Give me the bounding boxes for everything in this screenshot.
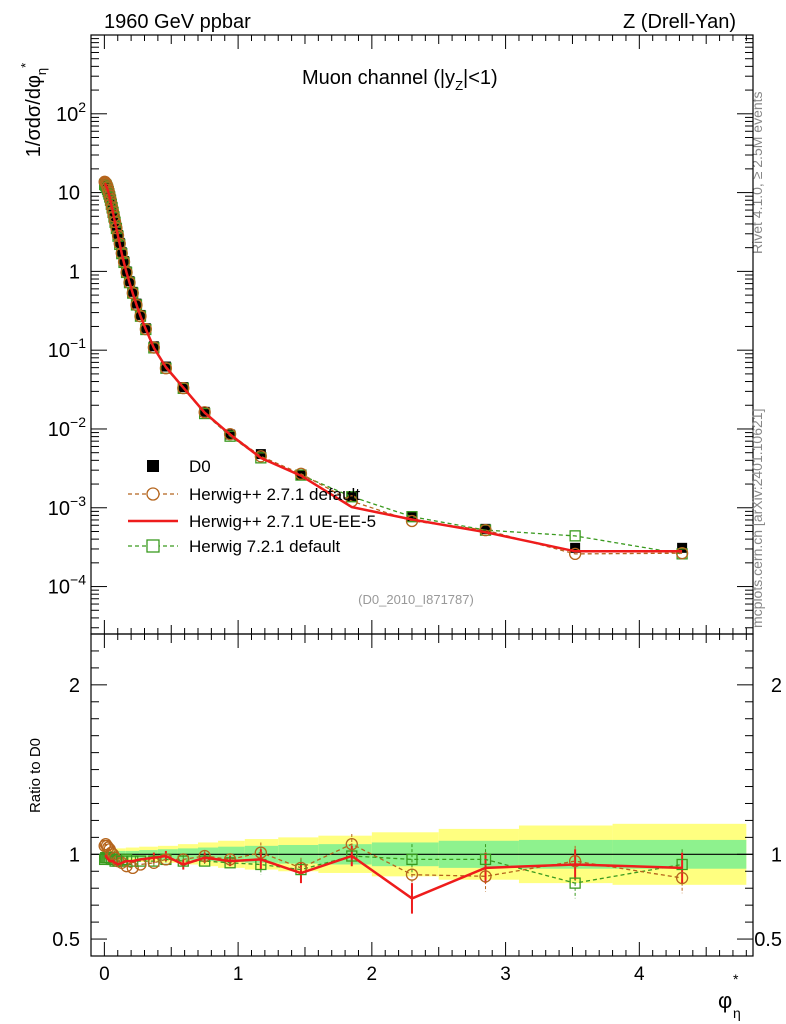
y-tick-base: 10 xyxy=(48,577,70,599)
herwig7-point xyxy=(346,491,358,503)
main-y-label: 1/σdσ/dφη* xyxy=(18,63,49,157)
y-tick-base: 10 xyxy=(56,104,78,126)
ratio-herwigpp-default-point xyxy=(675,871,689,885)
ratio-herwig7-point xyxy=(676,858,688,871)
x-tick-label: 4 xyxy=(634,964,645,985)
svg-text:1/σdσ/dφη*: 1/σdσ/dφη* xyxy=(18,63,49,157)
herwig7-point xyxy=(569,530,581,542)
legend-marker-d0 xyxy=(147,460,159,472)
ratio-y-tick-label-right: 2 xyxy=(771,675,782,697)
herwigpp-default-point xyxy=(126,286,139,300)
legend-label: Herwig 7.2.1 default xyxy=(189,537,340,556)
ratio-herwigpp-default-point xyxy=(198,849,211,863)
herwigpp-ueee5-line xyxy=(104,182,683,553)
legend-marker-herwig7 xyxy=(146,539,160,553)
y-tick-label: 10−3 xyxy=(48,493,86,520)
ratio-herwig7-point xyxy=(406,853,418,866)
herwigpp-default-point xyxy=(139,322,152,336)
herwigpp-default-point xyxy=(675,547,689,560)
d0-point xyxy=(406,511,417,522)
y-tick-exponent: −4 xyxy=(70,572,86,588)
svg-text:φ: φ xyxy=(718,988,732,1013)
ratio-y-tick-label: 2 xyxy=(69,675,80,697)
herwigpp-default-point xyxy=(134,310,147,323)
y-tick-label: 10−1 xyxy=(48,335,86,362)
herwigpp-default-point xyxy=(568,547,582,561)
herwigpp-default-point xyxy=(130,298,143,312)
herwigpp-default-point xyxy=(198,406,211,419)
herwigpp-default-point xyxy=(254,450,267,463)
herwigpp-default-point xyxy=(147,341,161,354)
analysis-tag: (D0_2010_I871787) xyxy=(358,592,474,607)
x-tick-label: 1 xyxy=(233,964,244,985)
y-tick-base: 10 xyxy=(48,498,70,520)
ratio-herwigpp-default-point xyxy=(479,870,492,883)
svg-text:*: * xyxy=(733,971,739,987)
herwigpp-default-point xyxy=(223,427,237,441)
legend-label: Herwig++ 2.7.1 default xyxy=(189,485,360,504)
ratio-herwig7-point xyxy=(120,853,133,866)
y-tick-label: 10 xyxy=(58,183,80,205)
y-tick-label: 1 xyxy=(69,261,80,283)
panel-title: Muon channel (|yZ|<1) xyxy=(302,67,498,93)
rivet-version-label: Rivet 4.1.0, ≥ 2.5M events xyxy=(749,91,765,254)
process-label: Z (Drell-Yan) xyxy=(623,11,736,33)
herwig7-point xyxy=(406,511,418,523)
ratio-ueee5-line xyxy=(104,854,683,900)
y-tick-base: 10 xyxy=(48,419,70,441)
y-tick-base: 10 xyxy=(48,340,70,362)
ratio-herwigpp-default-point xyxy=(345,837,358,851)
legend-marker-herwigpp-default xyxy=(146,487,160,501)
ratio-y-tick-label: 1 xyxy=(69,844,80,866)
d0-point xyxy=(346,491,357,502)
panel-title-main: Muon channel (|y xyxy=(302,67,455,89)
legend-label: Herwig++ 2.7.1 UE-EE-5 xyxy=(189,512,376,531)
mcplots-label: mcplots.cern.ch [arXiv:2401.10621] xyxy=(749,409,765,628)
x-tick-label: 2 xyxy=(367,964,378,985)
panel-title-sub: Z xyxy=(455,78,463,93)
ratio-herwigpp-default-point xyxy=(568,854,582,868)
x-axis-label: φ η * xyxy=(718,971,741,1021)
ratio-herwigpp-default-point xyxy=(254,846,267,859)
y-tick-exponent: −1 xyxy=(70,335,86,351)
beam-label: 1960 GeV ppbar xyxy=(104,11,251,33)
y-tick-label: 102 xyxy=(56,99,86,126)
ratio-herwigpp-default-point xyxy=(126,861,139,875)
y-tick-exponent: 2 xyxy=(78,99,86,115)
legend-label: D0 xyxy=(189,457,211,476)
d0-point xyxy=(255,449,266,460)
y-tick-exponent: −2 xyxy=(70,414,86,430)
d0-point xyxy=(480,523,491,534)
panel-title-tail: |<1) xyxy=(463,67,498,89)
y-tick-label: 10−4 xyxy=(48,572,86,599)
ratio-herwigpp-default-point xyxy=(100,839,114,852)
herwigpp-default-point xyxy=(177,381,190,395)
ratio-herwig7-point xyxy=(346,850,358,862)
ratio-y-tick-label-right: 0.5 xyxy=(754,929,782,951)
ratio-frame xyxy=(90,633,754,957)
x-tick-label: 3 xyxy=(500,964,511,985)
ratio-y-tick-label-right: 1 xyxy=(771,844,782,866)
ratio-y-tick-label: 0.5 xyxy=(52,929,80,951)
y-tick-exponent: −3 xyxy=(70,493,86,509)
herwigpp-default-point xyxy=(159,362,173,375)
svg-text:η: η xyxy=(733,1005,741,1021)
y-tick-label: 10−2 xyxy=(48,414,86,441)
legend: D0 Herwig++ 2.7.1 default Herwig++ 2.7.1 U… xyxy=(128,457,376,556)
ratio-panel: 0 1 2 3 4 2 2 1 1 0.5 0.5 xyxy=(52,633,782,985)
ratio-herwig7-point xyxy=(569,877,581,889)
ratio-y-label: Ratio to D0 xyxy=(27,738,44,813)
ratio-herwigpp-default-point xyxy=(405,868,419,881)
x-tick-label: 0 xyxy=(99,964,110,985)
ratio-herwig7-point xyxy=(199,855,211,867)
ratio-herwig7-point xyxy=(479,853,492,866)
